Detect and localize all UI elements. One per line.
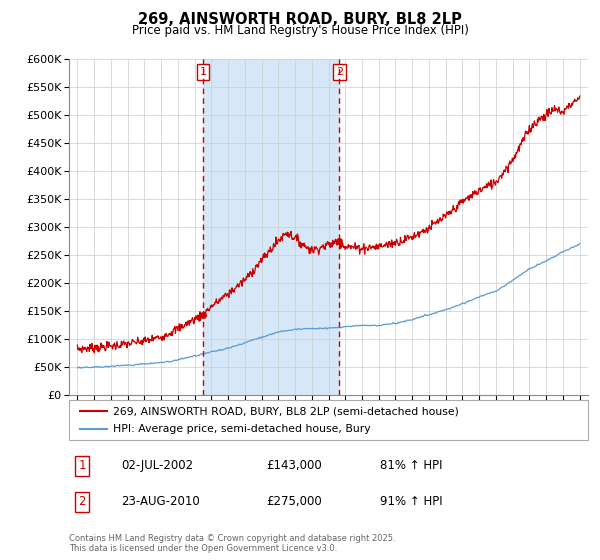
Text: Price paid vs. HM Land Registry's House Price Index (HPI): Price paid vs. HM Land Registry's House …: [131, 24, 469, 37]
Text: 1: 1: [199, 67, 206, 77]
Text: Contains HM Land Registry data © Crown copyright and database right 2025.
This d: Contains HM Land Registry data © Crown c…: [69, 534, 395, 553]
Text: 1: 1: [78, 459, 86, 472]
Text: £275,000: £275,000: [266, 496, 322, 508]
Text: 91% ↑ HPI: 91% ↑ HPI: [380, 496, 443, 508]
Text: 02-JUL-2002: 02-JUL-2002: [121, 459, 193, 472]
Text: 2: 2: [78, 496, 86, 508]
FancyBboxPatch shape: [69, 400, 588, 440]
Text: 269, AINSWORTH ROAD, BURY, BL8 2LP: 269, AINSWORTH ROAD, BURY, BL8 2LP: [138, 12, 462, 27]
Text: 269, AINSWORTH ROAD, BURY, BL8 2LP (semi-detached house): 269, AINSWORTH ROAD, BURY, BL8 2LP (semi…: [113, 407, 459, 417]
Text: 2: 2: [336, 67, 343, 77]
Text: 23-AUG-2010: 23-AUG-2010: [121, 496, 200, 508]
Text: £143,000: £143,000: [266, 459, 322, 472]
Text: 81% ↑ HPI: 81% ↑ HPI: [380, 459, 443, 472]
Text: HPI: Average price, semi-detached house, Bury: HPI: Average price, semi-detached house,…: [113, 423, 371, 433]
Bar: [203, 59, 340, 395]
